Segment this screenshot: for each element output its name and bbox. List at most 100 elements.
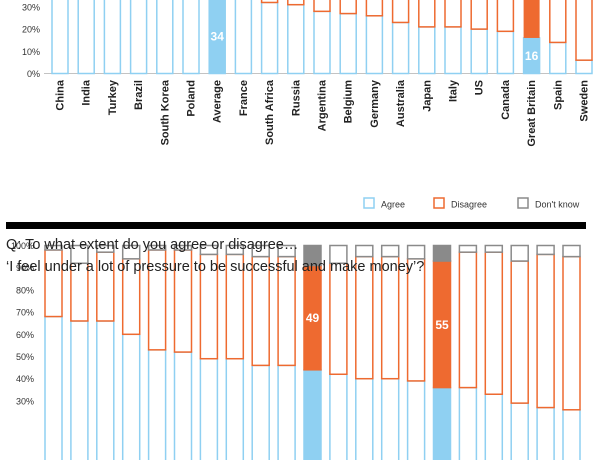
y-tick-label-top: 10% — [22, 47, 40, 57]
bar-agree-15 — [432, 386, 452, 460]
bar-dont-know-19 — [536, 244, 555, 256]
category-label-brazil: Brazil — [133, 80, 145, 110]
bar-agree-17 — [484, 393, 504, 460]
bar-agree-australia — [391, 21, 410, 75]
bar-agree-0 — [44, 315, 63, 460]
bar-dont-know-3 — [121, 244, 141, 260]
bar-agree-fill-average — [209, 0, 226, 74]
bar-agree-19 — [536, 406, 555, 460]
bar-dont-know-8 — [251, 244, 270, 258]
bar-dont-know-11 — [329, 244, 348, 265]
legend-swatch-disagree — [433, 197, 445, 209]
category-label-japan: Japan — [421, 80, 433, 112]
bar-disagree-16 — [458, 251, 478, 389]
bar-disagree-14 — [406, 258, 426, 382]
section-divider — [6, 222, 586, 229]
bar-dont-know-2 — [96, 244, 115, 253]
bar-agree-9 — [277, 364, 296, 460]
category-label-germany: Germany — [369, 79, 381, 128]
bar-disagree-19 — [536, 253, 555, 409]
bar-dont-know-4 — [147, 244, 167, 251]
data-label-great-britain: 16 — [525, 49, 539, 63]
category-label-south-africa: South Africa — [264, 79, 276, 145]
y-tick-label-bottom: 70% — [16, 308, 34, 318]
bar-dont-know-0 — [44, 244, 63, 251]
bar-agree-1 — [70, 320, 89, 460]
bar-agree-5 — [173, 351, 193, 460]
bar-agree-us — [470, 28, 488, 75]
bar-agree-sweden — [575, 59, 593, 75]
y-tick-label-bottom: 100% — [11, 241, 34, 251]
bar-agree-20 — [562, 409, 581, 460]
bar-agree-brazil — [129, 0, 148, 75]
bar-dont-know-18 — [510, 244, 529, 262]
bar-agree-11 — [329, 373, 348, 460]
bar-dont-know-15 — [432, 244, 452, 262]
bar-disagree-11 — [329, 262, 348, 376]
bar-dont-know-17 — [484, 244, 504, 253]
bar-agree-3 — [121, 333, 141, 460]
bar-disagree-20 — [562, 255, 581, 411]
bar-agree-18 — [510, 402, 529, 460]
y-tick-label-bottom: 60% — [16, 330, 34, 340]
y-tick-label-top: 30% — [22, 2, 40, 12]
data-label-average: 34 — [211, 29, 225, 43]
bar-dont-know-1 — [70, 244, 89, 265]
question-line-2: ‘I feel under a lot of pressure to be su… — [6, 259, 425, 275]
category-label-argentina: Argentina — [317, 79, 329, 131]
category-label-south-korea: South Korea — [159, 79, 171, 145]
bar-agree-germany — [365, 15, 384, 75]
category-label-great-britain: Great Britain — [526, 80, 538, 147]
bar-disagree-australia — [391, 0, 410, 24]
bar-agree-16 — [458, 386, 478, 460]
bar-dont-know-13 — [380, 244, 400, 258]
category-label-turkey: Turkey — [107, 79, 119, 115]
category-label-spain: Spain — [552, 80, 564, 110]
bar-agree-canada — [496, 30, 515, 75]
bar-disagree-sweden — [575, 0, 593, 61]
bar-agree-poland — [182, 0, 200, 75]
bar-agree-12 — [355, 377, 374, 460]
bar-agree-argentina — [313, 10, 331, 75]
bar-disagree-18 — [510, 260, 529, 404]
bar-agree-china — [51, 0, 69, 75]
bar-agree-turkey — [103, 0, 122, 75]
bar-agree-fill-great-britain — [523, 37, 540, 74]
bar-disagree-japan — [418, 0, 436, 28]
bar-dont-know-7 — [225, 244, 245, 256]
bar-agree-7 — [225, 357, 245, 460]
bar-agree-france — [234, 0, 253, 75]
category-label-france: France — [238, 80, 250, 116]
bar-agree-13 — [380, 377, 400, 460]
bar-agree-spain — [549, 41, 567, 75]
y-tick-label-bottom: 90% — [16, 263, 34, 273]
bar-disagree-us — [470, 0, 488, 30]
legend-swatch-agree — [363, 197, 375, 209]
data-label-bottom-10: 49 — [306, 311, 320, 325]
bar-disagree-great-britain — [523, 0, 540, 38]
bar-agree-italy — [444, 26, 462, 75]
bar-disagree-17 — [484, 251, 504, 395]
y-tick-label-bottom: 40% — [16, 374, 34, 384]
bar-disagree-germany — [365, 0, 384, 17]
bar-dont-know-6 — [199, 244, 219, 256]
bar-agree-belgium — [339, 12, 357, 75]
bar-dont-know-20 — [562, 244, 581, 258]
bar-dont-know-12 — [355, 244, 374, 258]
bar-dont-know-9 — [277, 244, 296, 258]
category-label-us: US — [474, 80, 486, 95]
bar-agree-10 — [303, 369, 322, 460]
bar-disagree-belgium — [339, 0, 357, 15]
category-label-sweden: Sweden — [579, 80, 591, 122]
bar-disagree-italy — [444, 0, 462, 28]
legend-label-dont-know: Don't know — [535, 200, 580, 210]
category-label-india: India — [81, 79, 93, 106]
bar-dont-know-10 — [303, 244, 322, 267]
y-tick-label-top: 20% — [22, 25, 40, 35]
bar-dont-know-14 — [406, 244, 426, 260]
bar-disagree-south-africa — [260, 0, 279, 4]
category-label-belgium: Belgium — [343, 80, 355, 124]
legend-swatch-dont-know — [517, 197, 529, 209]
bar-agree-2 — [96, 320, 115, 460]
category-label-australia: Australia — [395, 79, 407, 127]
